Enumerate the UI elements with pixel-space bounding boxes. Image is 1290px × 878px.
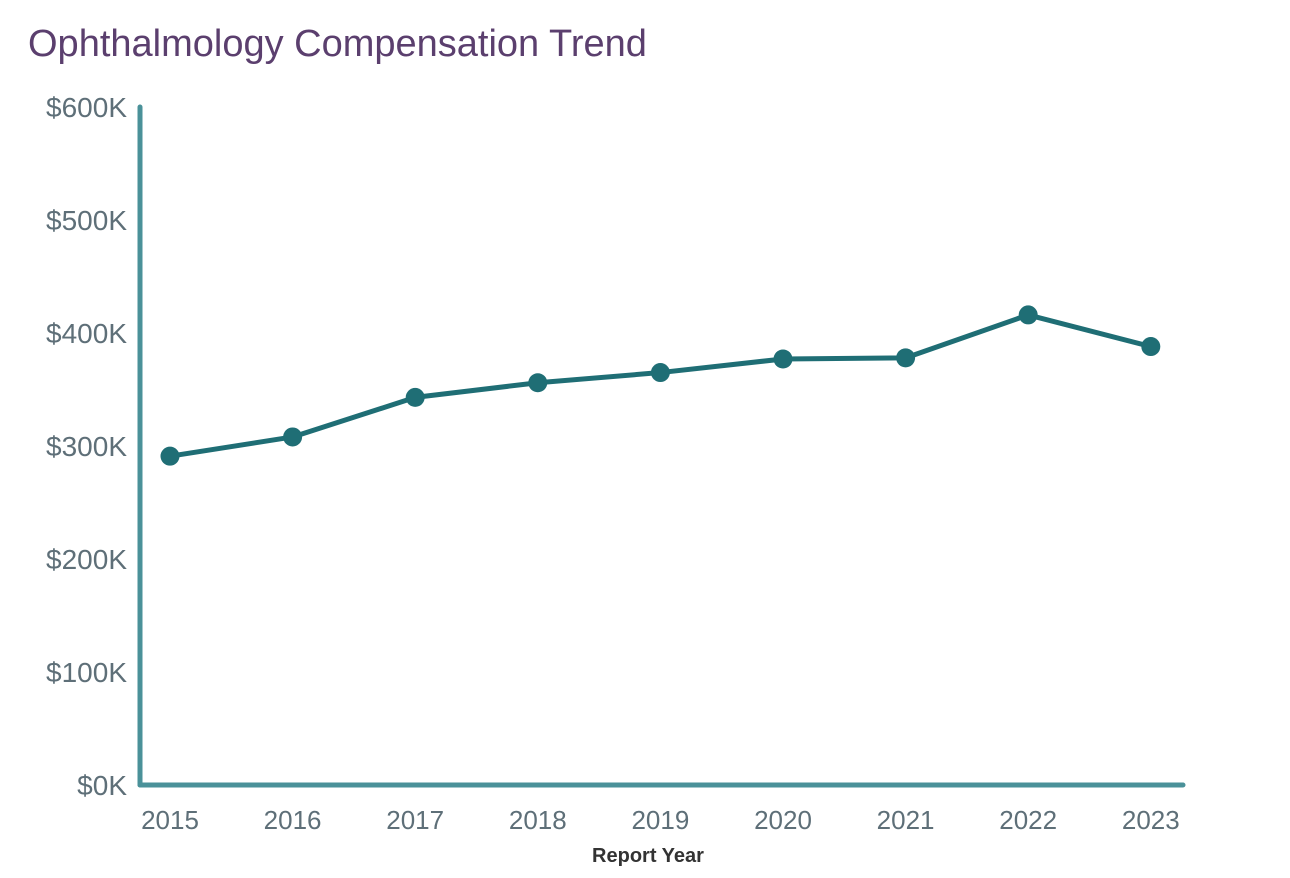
chart-title: Ophthalmology Compensation Trend bbox=[28, 23, 647, 65]
data-point-2016 bbox=[283, 427, 303, 447]
x-tick-label: 2018 bbox=[509, 805, 567, 835]
data-point-2022 bbox=[1018, 305, 1038, 325]
data-point-2017 bbox=[405, 387, 425, 407]
y-tick-label: $500K bbox=[46, 205, 127, 236]
data-point-2018 bbox=[528, 373, 548, 393]
y-tick-label: $0K bbox=[77, 770, 127, 801]
x-tick-label: 2020 bbox=[754, 805, 812, 835]
x-tick-label: 2017 bbox=[386, 805, 444, 835]
y-tick-label: $400K bbox=[46, 318, 127, 349]
x-axis-label: Report Year bbox=[592, 845, 704, 867]
data-point-2021 bbox=[896, 348, 916, 368]
data-point-2019 bbox=[650, 363, 670, 383]
x-tick-label: 2022 bbox=[999, 805, 1057, 835]
data-point-2023 bbox=[1141, 337, 1161, 357]
x-tick-label: 2021 bbox=[877, 805, 935, 835]
y-tick-label: $100K bbox=[46, 657, 127, 688]
x-tick-label: 2015 bbox=[141, 805, 199, 835]
y-tick-label: $300K bbox=[46, 431, 127, 462]
y-tick-label: $200K bbox=[46, 544, 127, 575]
series-line bbox=[169, 312, 1152, 459]
x-tick-label: 2023 bbox=[1122, 805, 1180, 835]
y-tick-label: $600K bbox=[46, 92, 127, 123]
x-tick-label: 2019 bbox=[631, 805, 689, 835]
data-point-2015 bbox=[160, 446, 180, 466]
x-tick-label: 2016 bbox=[264, 805, 322, 835]
data-point-2020 bbox=[773, 349, 793, 369]
